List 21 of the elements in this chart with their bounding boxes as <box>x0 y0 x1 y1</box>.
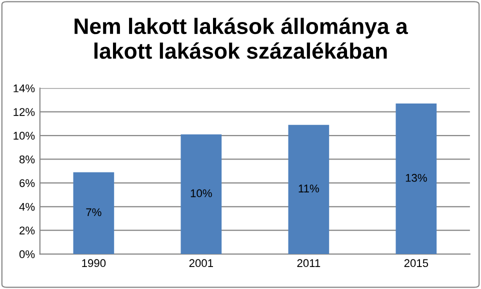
bar <box>180 134 222 254</box>
bar <box>288 124 330 254</box>
x-tick-label: 2001 <box>189 259 213 268</box>
y-tick-label: 2% <box>20 226 35 234</box>
y-tick-label: 6% <box>20 179 35 188</box>
chart-title: Nem lakott lakások állománya a lakott lakások százalékában <box>74 18 408 59</box>
bar <box>73 172 114 254</box>
y-tick-label: 12% <box>14 108 35 116</box>
bar <box>396 104 437 254</box>
y-tick-label: 10% <box>14 132 35 140</box>
y-tick-label: 8% <box>19 156 35 164</box>
data-label: 10% <box>190 189 212 198</box>
y-tick-label: 4% <box>19 202 35 211</box>
x-tick-label: 1990 <box>82 259 106 268</box>
x-tick-label: 2015 <box>404 259 428 268</box>
y-tick-label: 14% <box>14 84 35 92</box>
data-label: 13% <box>406 174 427 182</box>
y-tick-label: 0% <box>19 250 35 258</box>
x-tick-label: 2011 <box>297 259 320 268</box>
data-label: 11% <box>298 184 319 192</box>
data-label: 7% <box>86 208 102 216</box>
